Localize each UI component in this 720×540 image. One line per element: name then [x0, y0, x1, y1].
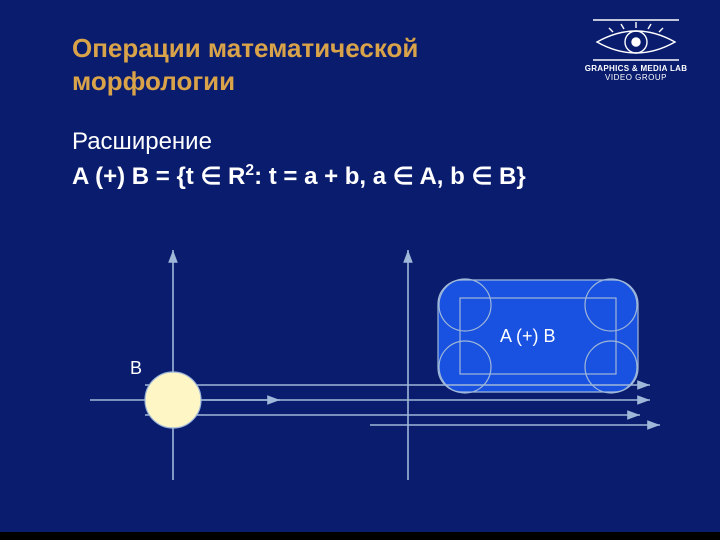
svg-text:B: B: [130, 358, 142, 378]
logo-text-1: GRAPHICS & MEDIA LAB: [576, 64, 696, 73]
slide-subtitle: Расширение: [72, 128, 212, 156]
formula-p4: A, b: [414, 163, 472, 190]
logo-text-2: VIDEO GROUP: [576, 73, 696, 82]
formula-p1: A (+) B = {t: [72, 163, 200, 190]
formula-p2: R: [221, 163, 245, 190]
logo: GRAPHICS & MEDIA LAB VIDEO GROUP: [576, 18, 696, 82]
elem-of-3: ∈: [471, 164, 492, 190]
formula-p5: B}: [492, 163, 525, 190]
slide: GRAPHICS & MEDIA LAB VIDEO GROUP Операци…: [0, 0, 720, 540]
formula-exp: 2: [245, 162, 254, 179]
elem-of-1: ∈: [200, 164, 221, 190]
eye-logo-icon: [591, 18, 681, 62]
formula: A (+) B = {t ∈ R2: t = a + b, a ∈ A, b ∈…: [72, 160, 662, 195]
footer-bar: [0, 532, 720, 540]
slide-title: Операции математической морфологии: [72, 32, 552, 97]
diagram: A (+) B B: [0, 250, 720, 540]
elem-of-2: ∈: [393, 164, 414, 190]
formula-p3: : t = a + b, a: [254, 163, 393, 190]
svg-text:A (+) B: A (+) B: [500, 326, 556, 346]
